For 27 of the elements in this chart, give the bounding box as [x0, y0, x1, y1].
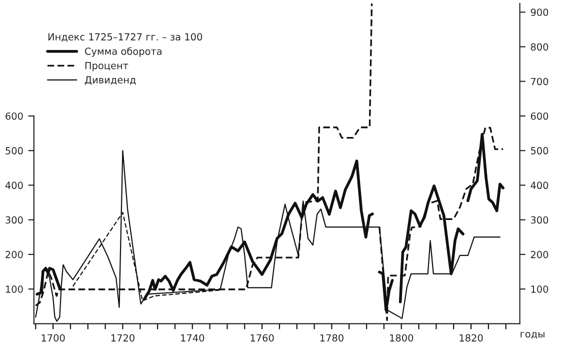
y-tick-label: 600	[6, 112, 23, 120]
x-tick-label: 1780	[320, 334, 344, 342]
y-tick-label: 300	[6, 216, 23, 224]
y-tick-label: 400	[5, 182, 23, 190]
x-tick-label: 1800	[390, 334, 414, 342]
x-tick-label: 1760	[250, 334, 274, 342]
x-tick-label: 1700	[42, 334, 65, 342]
y2-tick-label: 800	[530, 43, 548, 51]
x-tick-label: 1720	[111, 334, 134, 342]
x-tick-label: 1820	[460, 334, 483, 342]
legend-label: Дивиденд	[84, 76, 136, 85]
y-tick-label: 500	[6, 147, 23, 154]
legend-label: Процент	[85, 62, 128, 72]
y2-tick-label: 300	[530, 216, 548, 224]
y2-tick-label: 200	[530, 250, 548, 258]
y-tick-label: 200	[6, 250, 23, 258]
y-tick-label: 100	[6, 286, 23, 293]
x-tick-label: 1740	[181, 334, 204, 342]
legend-label: Сумма оборота	[84, 47, 162, 57]
y2-tick-label: 100	[531, 286, 548, 293]
y2-tick-label: 400	[530, 182, 548, 190]
y2-tick-label: 600	[530, 112, 548, 120]
y2-tick-label: 700	[531, 78, 548, 86]
legend-title: Индекс 1725–1727 гг. – за 100	[48, 33, 202, 42]
x-axis-title: годы	[520, 332, 544, 339]
y2-tick-label: 900	[530, 8, 548, 16]
y2-tick-label: 500	[530, 147, 548, 154]
